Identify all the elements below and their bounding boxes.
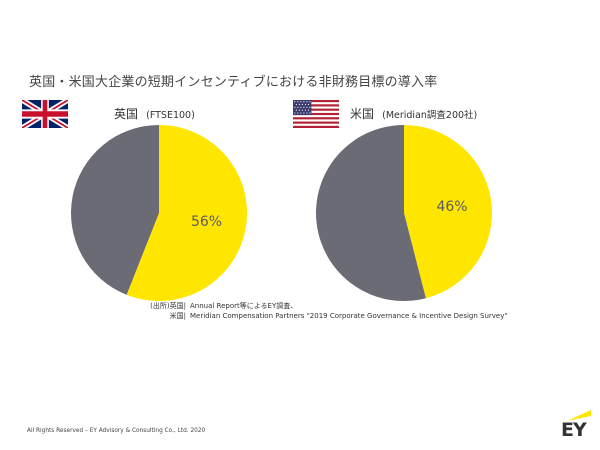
pie-slice-1-1 (316, 125, 426, 301)
pie-slice-0-0 (126, 125, 248, 301)
source-uk-text: Annual Report等によるEY調査、 (190, 302, 298, 310)
uk-panel-label: 英国 (FTSE100) (114, 103, 195, 122)
uk-country: 英国 (114, 107, 139, 121)
pie-slice-1-0 (404, 125, 492, 299)
pie-data-label-0: 56% (191, 214, 222, 230)
ey-logo-beam-icon (567, 410, 591, 421)
ey-logo-text: EY (561, 419, 587, 441)
us-flag-icon (293, 100, 339, 128)
uk-flag-icon (22, 100, 68, 128)
source-prefix: (出所) (150, 302, 170, 310)
us-pie-chart: 46% (316, 125, 492, 301)
us-country: 米国 (350, 107, 375, 121)
us-panel-label: 米国 (Meridian調査200社) (350, 103, 477, 122)
source-us-label: 米国 (169, 311, 184, 320)
copyright-footer: All Rights Reserved – EY Advisory & Cons… (27, 428, 206, 434)
us-note: (Meridian調査200社) (382, 110, 478, 121)
uk-pie-chart: 56% (71, 125, 248, 301)
source-note: (出所)英国| Annual Report等によるEY調査、 米国| Merid… (150, 302, 508, 320)
uk-note: (FTSE100) (146, 110, 195, 121)
source-us-text: Meridian Compensation Partners "2019 Cor… (190, 311, 508, 320)
pie-data-label-1: 46% (436, 199, 467, 215)
source-uk-label: 英国 (169, 302, 184, 310)
slide-title: 英国・米国大企業の短期インセンティブにおける非財務目標の導入率 (29, 75, 438, 90)
pie-slice-0-1 (71, 125, 159, 295)
ey-logo: EY (561, 407, 591, 441)
